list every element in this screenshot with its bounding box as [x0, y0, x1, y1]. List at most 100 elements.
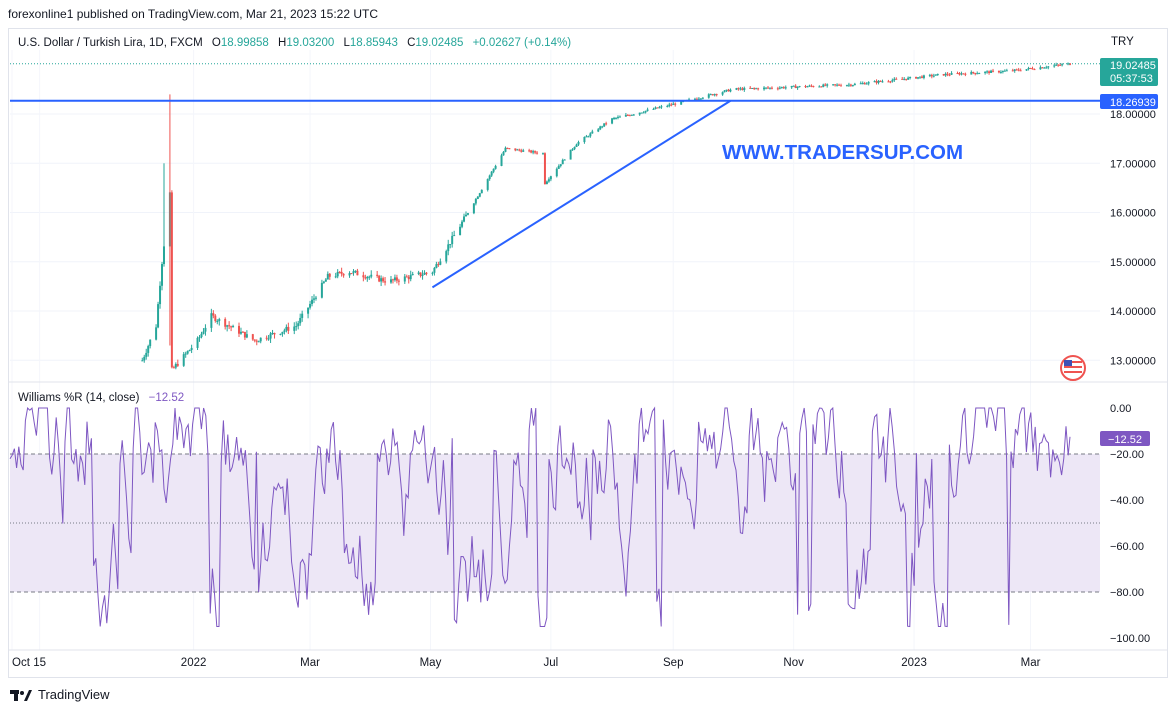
candle-body — [265, 337, 268, 339]
candle-body — [435, 264, 438, 268]
candle-body — [405, 276, 408, 278]
candle-body — [403, 276, 406, 282]
candle-body — [887, 81, 890, 83]
candle-body — [591, 131, 594, 134]
candle-body — [640, 112, 643, 114]
candle-body — [569, 149, 572, 160]
candle-body — [986, 71, 989, 73]
candle-body — [642, 112, 645, 114]
candle-body — [1015, 69, 1018, 71]
candle-body — [763, 87, 766, 90]
candle-body — [638, 112, 641, 115]
candle-body — [666, 105, 669, 107]
candles — [141, 62, 1071, 370]
candle-body — [395, 277, 398, 281]
candle-body — [518, 149, 521, 151]
trendline[interactable] — [431, 99, 732, 289]
candle-body — [810, 85, 813, 87]
candle-body — [1031, 68, 1034, 70]
candle-body — [905, 78, 908, 80]
candle-body — [988, 71, 991, 73]
candle-body — [459, 226, 462, 236]
candle-body — [577, 142, 580, 145]
candle-body — [1057, 64, 1060, 66]
candle-body — [818, 86, 821, 88]
candle-body — [1029, 67, 1032, 69]
candle-body — [239, 331, 242, 334]
close-value: 19.02485 — [415, 37, 463, 49]
last-price-badge — [1100, 58, 1158, 86]
price-tick-label: 17.00000 — [1110, 158, 1156, 170]
candle-body — [1053, 65, 1056, 67]
candle-body — [628, 115, 631, 117]
candle-body — [668, 104, 671, 106]
candle-body — [1011, 70, 1014, 72]
candle-body — [812, 86, 815, 88]
level-badge — [1100, 94, 1158, 109]
candle-body — [500, 155, 503, 166]
williams-r-tick-label: −100.00 — [1110, 633, 1150, 645]
footer-brand: TradingView — [38, 687, 110, 702]
candle-body — [364, 277, 367, 279]
williams-r-tick-label: −40.00 — [1110, 495, 1144, 507]
candle-body — [439, 261, 442, 265]
candle-body — [210, 313, 213, 328]
candle-body — [784, 87, 787, 89]
candle-body — [366, 276, 369, 279]
candle-body — [143, 356, 146, 361]
candle-body — [314, 297, 317, 299]
candle-body — [958, 73, 961, 75]
candle-body — [184, 353, 187, 355]
candle-body — [322, 281, 325, 283]
candle-body — [176, 363, 179, 366]
candle-body — [826, 84, 829, 86]
candle-body — [861, 83, 864, 85]
candle-body — [616, 116, 619, 118]
watermark-text: WWW.TRADERSUP.COM — [722, 141, 963, 164]
candle-body — [559, 164, 562, 167]
indicator-value-badge-label: −12.52 — [1108, 434, 1142, 446]
candle-body — [585, 136, 588, 138]
candle-body — [765, 87, 768, 89]
candle-body — [901, 78, 904, 80]
williams-r-pane — [9, 406, 1100, 628]
currency-label: TRY — [1111, 36, 1134, 48]
candle-body — [1027, 67, 1030, 70]
candle-body — [644, 110, 647, 113]
candle-body — [324, 279, 327, 282]
candle-body — [605, 123, 608, 125]
chart-frame — [8, 28, 1168, 678]
open-value: 18.99858 — [221, 37, 269, 49]
candle-body — [423, 272, 426, 275]
candle-body — [573, 146, 576, 150]
candle-body — [757, 88, 760, 90]
candle-body — [397, 280, 400, 282]
candle-body — [170, 192, 173, 368]
candle-body — [563, 159, 566, 161]
candle-body — [709, 94, 712, 96]
candle-body — [287, 326, 290, 331]
candle-body — [652, 108, 655, 110]
candle-body — [380, 278, 383, 282]
us-flag-icon[interactable] — [1060, 355, 1086, 381]
candle-body — [693, 98, 696, 100]
candle-body — [547, 179, 550, 182]
candle-body — [271, 332, 274, 334]
candle-body — [930, 74, 933, 77]
candle-body — [218, 319, 221, 322]
candle-body — [956, 73, 959, 75]
candle-body — [279, 333, 282, 335]
candle-body — [356, 270, 359, 276]
candle-body — [555, 168, 558, 177]
candle-body — [796, 86, 799, 89]
candle-body — [338, 271, 341, 273]
candle-body — [626, 114, 629, 116]
price-tick-label: 18.00000 — [1110, 109, 1156, 121]
candle-body — [557, 166, 560, 169]
time-tick-label: Mar — [1021, 657, 1041, 669]
candle-body — [743, 87, 746, 90]
candle-body — [1045, 67, 1048, 69]
countdown-label: 05:37:53 — [1110, 73, 1153, 85]
candle-body — [972, 71, 975, 73]
